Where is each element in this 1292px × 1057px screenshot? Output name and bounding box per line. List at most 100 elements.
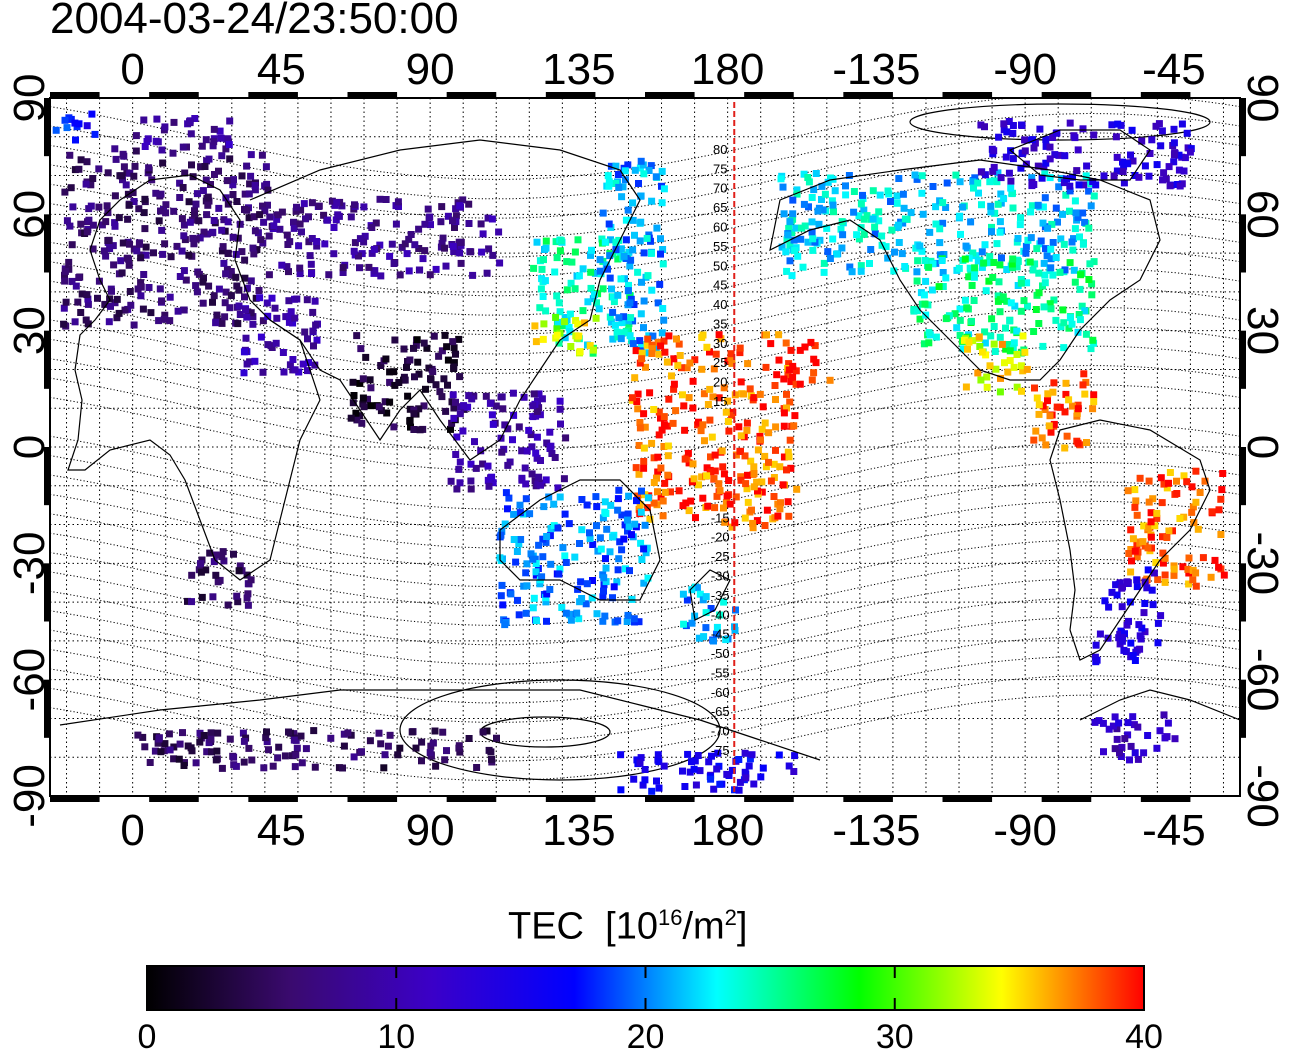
tec-cell [229,233,237,241]
tec-cell [657,414,664,422]
tec-cell [223,177,231,185]
tec-cell [532,568,540,576]
tec-cell [814,207,822,215]
frame-bar-bottom [942,796,993,802]
tec-cell [1078,302,1086,310]
tec-cell [996,228,1004,236]
tec-cell [731,519,739,527]
tec-cell [756,390,764,398]
tec-cell [550,500,558,508]
tec-cell [562,559,570,566]
tec-cell [938,257,946,264]
tec-cell [1125,617,1132,625]
mlat-label: -40 [711,607,730,622]
tec-cell [1006,347,1014,355]
tec-cell [1047,428,1055,436]
tec-cell [84,300,92,308]
tec-cell [1124,487,1132,495]
tec-cell [210,292,218,300]
tec-cell [648,197,656,205]
tec-cell [1027,234,1035,242]
mlat-contour [50,171,1240,258]
tec-cell [439,728,447,736]
tec-cell [513,548,521,555]
tec-cell [630,301,638,308]
tec-cell [208,748,215,756]
tec-cell [699,421,707,429]
tec-cell [236,311,244,318]
tec-cell [542,476,550,484]
tec-cell [479,728,487,736]
tec-cell [882,243,890,251]
tec-cell [1133,576,1141,584]
tec-cell [179,143,187,151]
tec-cell [602,510,610,517]
tec-cell [512,558,520,566]
tec-cell [240,369,248,377]
tec-cell [111,145,119,153]
tec-cell [1159,549,1167,557]
tec-cell [310,342,317,350]
frame-bar-bottom [446,796,497,802]
mlat-label: 80 [713,142,727,157]
tec-cell [226,155,234,163]
tec-cell [604,172,612,180]
tec-cell [736,447,744,455]
tec-cell [1009,189,1016,197]
tec-cell [1040,303,1048,311]
tec-cell [819,206,827,214]
tec-cell [1075,311,1083,318]
tec-cell [542,594,550,602]
tec-cell [925,339,933,347]
tec-cell [660,337,668,345]
tec-cell [1176,515,1184,522]
tec-cell [604,265,611,273]
tec-cell [1019,367,1027,375]
tec-cell [808,218,816,226]
tec-cell [602,555,609,563]
tec-cell [773,371,781,379]
tec-cell [134,285,142,293]
tec-cell [1021,348,1029,356]
tec-cell [130,172,138,180]
tec-cell [414,358,422,366]
tec-cell [617,335,625,343]
tec-cell [648,439,656,447]
tec-cell [441,331,449,339]
tec-cell [990,259,998,266]
tec-cell [664,471,672,479]
frame-bar-bottom [645,796,695,802]
tec-cell [1217,495,1225,503]
tec-cell [175,755,183,763]
tec-cell [297,206,305,214]
tec-cell [178,215,186,223]
tec-cell [633,497,640,505]
tec-cell [127,301,135,309]
tec-cell [1131,657,1139,664]
tec-cell [488,755,495,763]
tec-cell [311,297,319,305]
tec-cell [636,359,644,367]
tec-cell [415,405,423,413]
tec-cell [270,222,278,230]
tec-cell [235,286,243,294]
tec-cell [498,448,506,456]
tec-cell [658,167,666,175]
tec-cell [1039,402,1047,410]
tec-cell [737,432,745,440]
tec-cell [116,172,124,180]
tec-cell [259,202,266,210]
tec-cell [207,729,215,737]
tec-cell [546,428,554,436]
tec-cell [215,167,222,175]
tec-cell [567,343,575,350]
tec-cell [618,193,626,201]
tec-cell [224,200,232,208]
tec-cell [274,754,282,762]
tec-cell [450,363,458,371]
tec-cell [804,174,812,181]
tec-cell [683,596,691,604]
tec-cell [995,278,1003,286]
tec-cell [1047,255,1055,263]
tec-cell [239,729,247,737]
